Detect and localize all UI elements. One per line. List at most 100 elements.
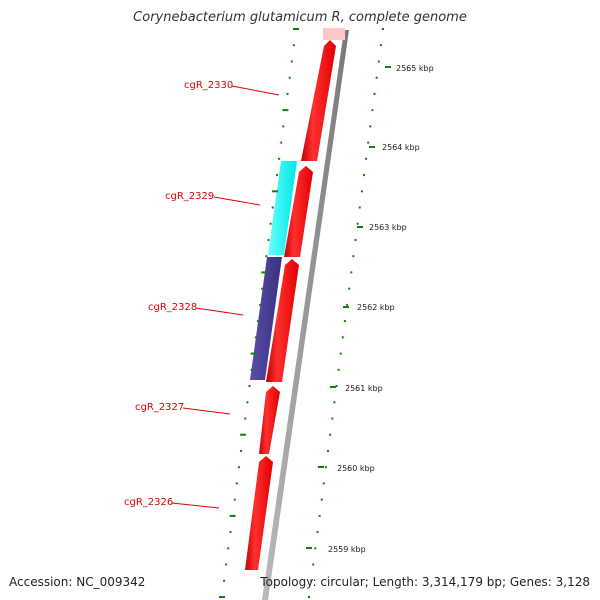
track-dot	[278, 157, 281, 160]
track-dot	[233, 498, 236, 501]
track-dot	[237, 466, 240, 469]
track-dot	[343, 320, 346, 323]
track-dot	[223, 579, 226, 582]
track-dot	[341, 336, 344, 339]
track-dot	[354, 239, 357, 241]
scale-label-2563: 2563 kbp	[369, 223, 407, 232]
track-dot	[250, 352, 257, 355]
track-dot	[240, 449, 242, 452]
leader-line-cgR_2327	[182, 407, 231, 415]
track-dot	[280, 141, 283, 144]
track-dot	[282, 125, 285, 128]
track-dot	[318, 514, 321, 517]
track-dot	[256, 320, 259, 323]
gene-feature-upstream-label-box	[323, 28, 345, 40]
track-dot	[329, 433, 332, 436]
cds-arrow-cgR_2330	[301, 40, 336, 161]
track-dot	[269, 222, 272, 225]
track-dot	[261, 287, 264, 290]
track-dot	[293, 28, 299, 30]
track-dot	[219, 596, 225, 598]
track-dot	[379, 44, 382, 47]
track-dot	[352, 255, 355, 258]
cds-arrow-cgR_2329	[284, 166, 313, 257]
track-dot	[292, 44, 295, 47]
map-title: Corynebacterium glutamicum R, complete g…	[133, 10, 467, 25]
track-dot	[259, 303, 262, 306]
track-dot	[327, 449, 329, 452]
track-dot	[382, 28, 384, 30]
track-dot	[227, 547, 230, 550]
track-dot	[286, 92, 289, 95]
scale-label-2565: 2565 kbp	[396, 64, 434, 73]
track-dot	[290, 60, 293, 63]
track-dot	[320, 498, 323, 501]
scale-label-2560: 2560 kbp	[337, 464, 375, 473]
track-dot	[267, 239, 270, 241]
gene-label-cgR_2330[interactable]: cgR_2330	[184, 80, 234, 91]
track-dot	[339, 352, 342, 355]
leader-line-cgR_2329	[213, 196, 261, 206]
track-dot	[348, 287, 351, 290]
track-dot	[322, 482, 325, 485]
track-dot	[248, 385, 251, 387]
track-dot	[356, 222, 359, 225]
track-dot	[316, 531, 319, 534]
track-dot	[240, 433, 247, 436]
track-dot	[360, 190, 363, 193]
track-dot	[369, 125, 372, 128]
gene-label-cgR_2326[interactable]: cgR_2326	[124, 497, 174, 508]
track-dot	[254, 336, 257, 339]
cds-arrow-cgR_2327	[259, 386, 280, 454]
track-dot	[261, 271, 268, 274]
gene-label-cgR_2328[interactable]: cgR_2328	[148, 302, 198, 313]
track-dot	[235, 482, 238, 485]
track-dot	[333, 401, 336, 404]
track-dot	[373, 92, 376, 95]
gene-label-cgR_2329[interactable]: cgR_2329	[165, 191, 215, 202]
track-dot	[288, 76, 291, 79]
track-dot	[276, 174, 278, 177]
backbone-track	[262, 30, 349, 600]
track-dot	[335, 385, 338, 387]
track-dot	[365, 157, 368, 160]
gene-block-cyan	[268, 161, 297, 255]
scale-label-2559: 2559 kbp	[328, 545, 366, 554]
scale-label-2564: 2564 kbp	[382, 143, 420, 152]
track-dot	[314, 547, 317, 550]
track-dot	[331, 417, 334, 420]
track-dot	[377, 60, 380, 63]
track-dot	[225, 563, 228, 566]
cds-arrow-cgR_2328	[266, 259, 299, 382]
gene-label-cgR_2327[interactable]: cgR_2327	[135, 402, 185, 413]
track-dot	[265, 255, 268, 258]
track-dot	[229, 531, 232, 534]
track-dot	[375, 76, 378, 79]
track-dot	[308, 596, 310, 598]
track-dot	[358, 206, 361, 209]
track-dot	[271, 190, 278, 193]
track-dot	[246, 401, 249, 404]
track-dot	[363, 174, 365, 177]
track-dot	[250, 368, 253, 371]
track-dot	[346, 303, 349, 306]
genome-summary-text: Topology: circular; Length: 3,314,179 bp…	[260, 575, 590, 589]
track-dot	[350, 271, 353, 274]
scale-label-2562: 2562 kbp	[357, 303, 395, 312]
track-dot	[324, 466, 327, 469]
track-dot	[271, 206, 274, 209]
track-dot	[312, 563, 315, 566]
leader-line-cgR_2326	[171, 502, 220, 509]
track-dot	[282, 109, 289, 112]
leader-line-cgR_2330	[231, 85, 280, 96]
scale-label-2561: 2561 kbp	[345, 384, 383, 393]
track-dot	[337, 368, 340, 371]
cds-arrow-cgR_2326	[245, 456, 273, 570]
gc-skew-track	[219, 28, 384, 598]
track-dot	[310, 579, 313, 582]
track-dot	[367, 141, 370, 144]
gene-block-purple	[250, 257, 282, 380]
accession-text: Accession: NC_009342	[9, 575, 146, 589]
track-dot	[229, 514, 236, 517]
